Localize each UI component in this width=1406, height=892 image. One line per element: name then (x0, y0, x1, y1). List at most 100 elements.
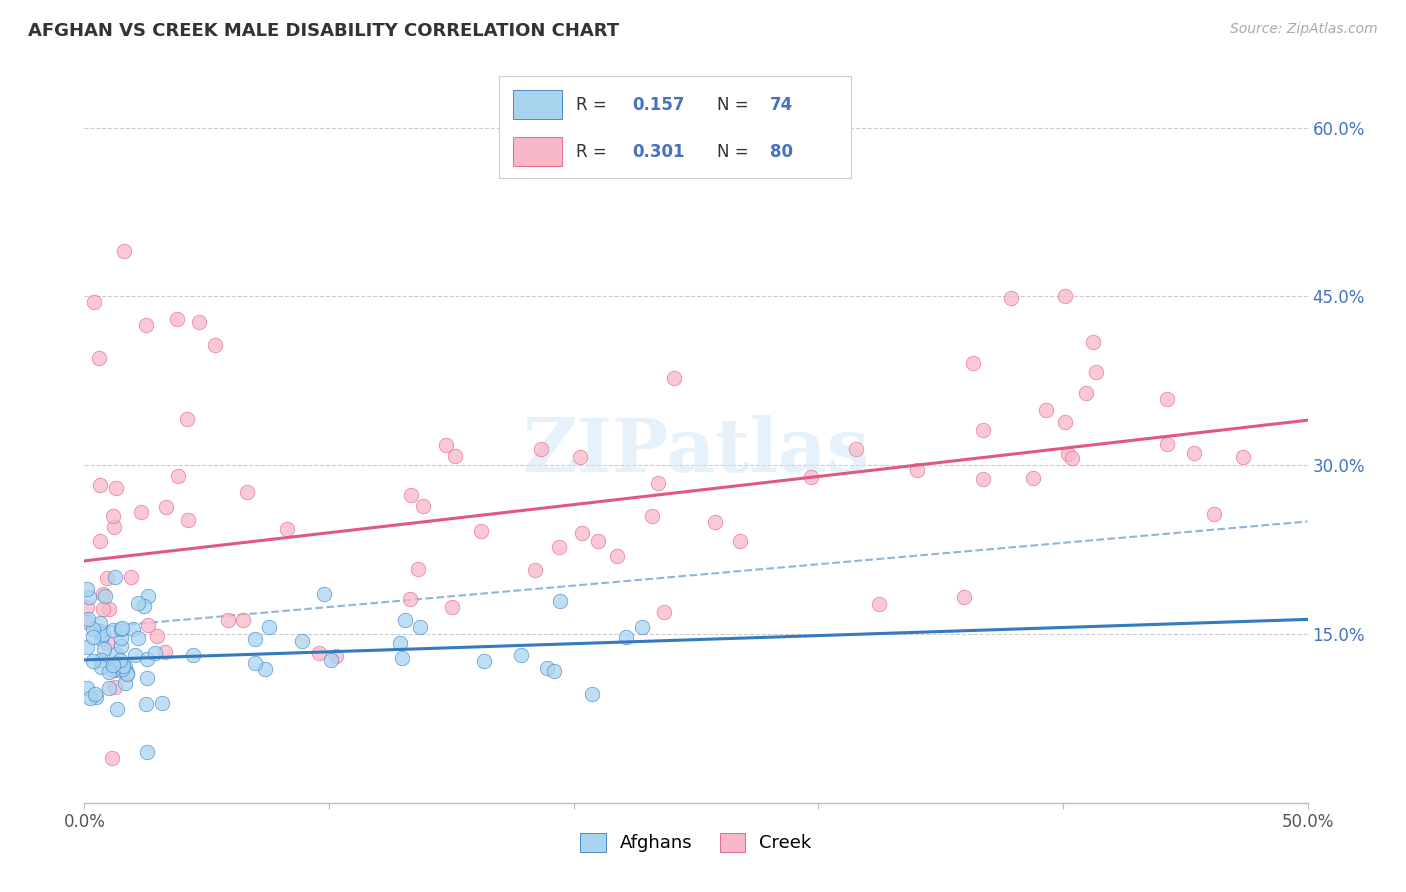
Point (962, 356, 984, 370)
Point (664, 370, 686, 384)
Text: R =: R = (576, 143, 607, 161)
Point (104, 569, 127, 583)
Point (89, 653, 111, 667)
Point (276, 522, 298, 536)
Point (1060, 450, 1083, 465)
Point (82, 630, 104, 644)
Point (104, 481, 127, 495)
Point (91, 627, 114, 641)
Point (108, 664, 131, 678)
Point (89, 533, 111, 548)
Text: N =: N = (717, 143, 748, 161)
Point (308, 646, 330, 660)
Point (111, 658, 134, 673)
Text: AFGHAN VS CREEK MALE DISABILITY CORRELATION CHART: AFGHAN VS CREEK MALE DISABILITY CORRELAT… (28, 22, 619, 40)
Point (470, 524, 492, 538)
Point (394, 613, 416, 627)
Point (89, 660, 111, 674)
FancyBboxPatch shape (513, 90, 562, 119)
Point (135, 318, 157, 332)
Point (905, 463, 928, 477)
Point (972, 423, 994, 437)
Point (101, 751, 124, 765)
Text: Source: ZipAtlas.com: Source: ZipAtlas.com (1230, 22, 1378, 37)
Point (124, 648, 146, 662)
Text: N =: N = (717, 95, 748, 113)
Point (1035, 403, 1057, 417)
Point (136, 617, 159, 632)
Point (150, 696, 173, 710)
Point (98, 602, 121, 616)
Point (204, 338, 226, 352)
Point (800, 469, 823, 483)
Point (1232, 450, 1254, 464)
Point (97, 681, 120, 695)
Point (388, 636, 411, 650)
Point (76, 615, 98, 629)
Point (177, 513, 200, 527)
Point (108, 653, 131, 667)
Point (728, 533, 751, 548)
Point (441, 599, 464, 614)
Point (571, 525, 593, 540)
Point (96, 572, 118, 586)
Point (101, 509, 124, 524)
Point (105, 656, 128, 670)
Point (232, 613, 254, 627)
Point (581, 687, 603, 701)
Point (647, 476, 669, 491)
Point (291, 633, 314, 648)
Text: 74: 74 (770, 95, 793, 113)
Point (76, 640, 98, 654)
Point (443, 449, 465, 463)
Point (103, 660, 125, 674)
Point (103, 658, 125, 673)
Point (953, 591, 976, 605)
Point (181, 648, 204, 663)
Point (399, 488, 422, 502)
Point (1085, 365, 1108, 379)
Point (1182, 446, 1205, 460)
Point (972, 472, 994, 486)
Point (110, 660, 132, 674)
Point (112, 244, 135, 259)
Point (115, 665, 138, 680)
Point (548, 594, 571, 608)
Point (524, 563, 547, 577)
Point (569, 450, 592, 464)
Text: 80: 80 (770, 143, 793, 161)
Point (235, 485, 257, 500)
Point (79, 691, 101, 706)
Point (101, 663, 124, 677)
Point (510, 648, 533, 663)
Point (110, 622, 132, 636)
Point (1081, 334, 1104, 349)
Point (129, 505, 152, 519)
FancyBboxPatch shape (513, 137, 562, 166)
Point (104, 647, 127, 661)
Point (1000, 291, 1022, 305)
Point (1076, 385, 1098, 400)
Point (127, 631, 149, 645)
Point (135, 697, 157, 711)
Point (77, 591, 100, 605)
Point (104, 680, 127, 694)
Point (530, 442, 553, 456)
Point (90, 632, 112, 646)
Point (409, 620, 432, 634)
Point (89, 624, 111, 639)
Point (121, 622, 143, 636)
Point (110, 632, 132, 646)
Point (312, 586, 335, 600)
Point (84, 687, 107, 701)
Point (76, 681, 98, 695)
Point (93, 602, 115, 616)
Point (97, 665, 120, 679)
Point (845, 442, 868, 457)
Point (325, 649, 347, 664)
Point (606, 549, 628, 564)
Point (134, 599, 156, 613)
Point (434, 438, 457, 452)
Point (166, 469, 188, 483)
Point (127, 595, 149, 609)
